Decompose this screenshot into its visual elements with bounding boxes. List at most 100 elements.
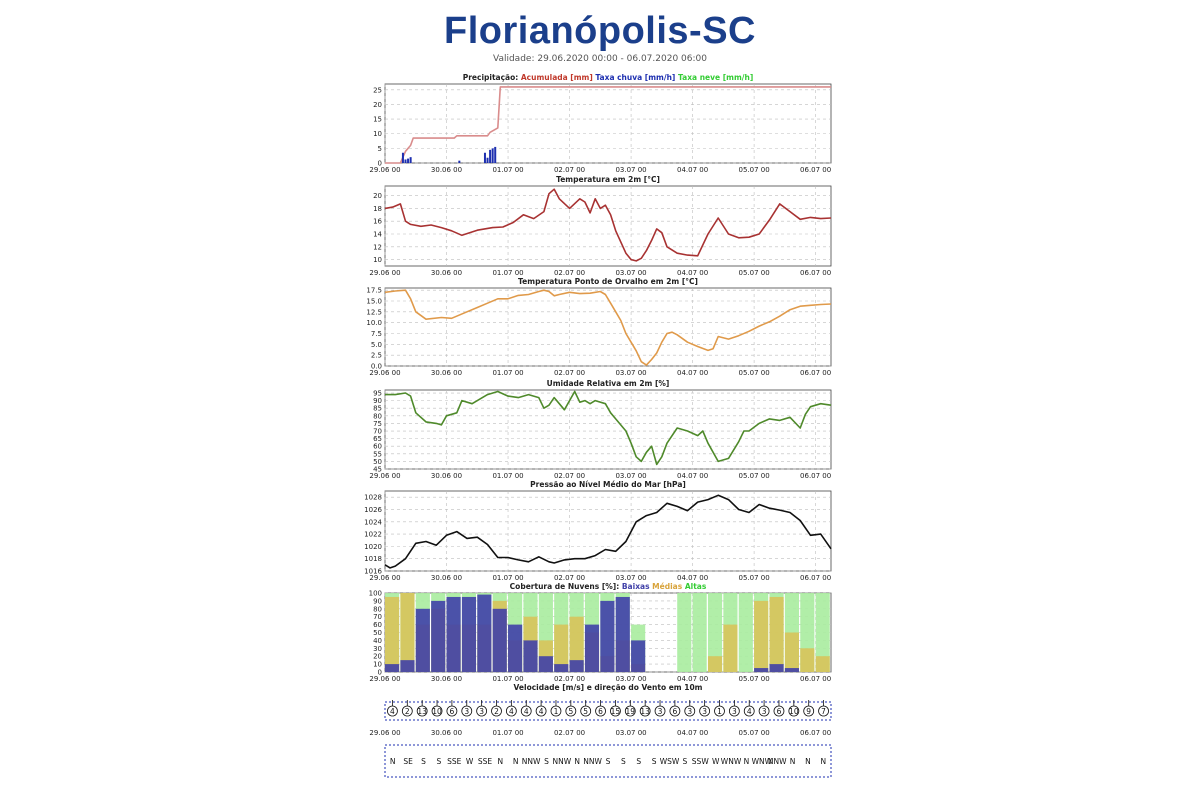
- clouds-xtick-label: 03.07 00: [615, 675, 646, 683]
- cloud-bar-altas: [692, 593, 707, 672]
- pressure-xtick-label: 30.06 00: [431, 574, 462, 582]
- temperature-xtick-label: 30.06 00: [431, 269, 462, 277]
- wind-direction-label: N: [805, 757, 811, 766]
- temperature-xtick-label: 01.07 00: [492, 269, 523, 277]
- clouds-ytick-label: 80: [373, 605, 382, 613]
- wind-speed-circle: [535, 705, 547, 717]
- dewpoint-ytick-label: 5.0: [371, 341, 382, 349]
- cloud-bar-altas: [677, 593, 692, 672]
- clouds-ytick-label: 70: [373, 613, 382, 621]
- cloud-bar-baixas: [385, 664, 400, 672]
- wind-speed-circle: [431, 705, 443, 717]
- wind-speed-label: 13: [417, 707, 427, 716]
- dewpoint-xtick-label: 04.07 00: [677, 369, 708, 377]
- wind-xtick-label: 01.07 00: [492, 729, 523, 737]
- wind-speed-label: 3: [702, 707, 707, 716]
- rain-rate-bar: [407, 158, 410, 163]
- precip-xtick-label: 02.07 00: [554, 166, 585, 174]
- wind-direction-label: S: [683, 757, 688, 766]
- wind-direction-box: [384, 744, 832, 778]
- temperature-plot-area: [384, 185, 832, 267]
- wind-speed-label: 4: [509, 707, 514, 716]
- wind-speed-label: 3: [687, 707, 692, 716]
- clouds-xtick-label: 05.07 00: [739, 675, 770, 683]
- pressure-xtick-label: 01.07 00: [492, 574, 523, 582]
- pressure-ytick-label: 1020: [364, 543, 382, 551]
- humidity-ytick-label: 95: [373, 390, 382, 398]
- humidity-ytick-label: 75: [373, 420, 382, 428]
- wind-xtick-label: 06.07 00: [800, 729, 831, 737]
- cloud-bar-baixas: [431, 600, 446, 672]
- precip-xtick-label: 29.06 00: [369, 166, 400, 174]
- wind-speed-circle: [684, 705, 696, 717]
- humidity-xtick-label: 06.07 00: [800, 472, 831, 480]
- rain-rate-bar: [489, 149, 492, 163]
- temperature-xtick-label: 04.07 00: [677, 269, 708, 277]
- wind-speed-circle: [758, 705, 770, 717]
- cloud-bar-baixas: [446, 596, 461, 672]
- precip-xtick-label: 06.07 00: [800, 166, 831, 174]
- cloud-bar-médias: [815, 656, 830, 672]
- pressure-xtick-label: 06.07 00: [800, 574, 831, 582]
- dewpoint-xtick-label: 06.07 00: [800, 369, 831, 377]
- cloud-bar-baixas: [600, 600, 615, 672]
- wind-speed-label: 10: [432, 707, 442, 716]
- pressure-xtick-label: 29.06 00: [369, 574, 400, 582]
- wind-speed-label: 3: [479, 707, 484, 716]
- cloud-bar-altas: [738, 593, 753, 672]
- wind-xtick-label: 04.07 00: [677, 729, 708, 737]
- dewpoint-ytick-label: 12.5: [366, 308, 382, 316]
- cloud-bar-baixas: [461, 596, 477, 672]
- wind-speed-circle: [714, 705, 725, 717]
- clouds-ytick-label: 60: [373, 621, 382, 629]
- cloud-bar-médias: [400, 593, 415, 672]
- wind-direction-label: N: [498, 757, 504, 766]
- page-title: Florianópolis-SC: [444, 10, 756, 52]
- dewpoint-ytick-label: 0.0: [371, 363, 382, 371]
- dewpoint-ytick-label: 17.5: [366, 287, 382, 295]
- clouds-xtick-label: 04.07 00: [677, 675, 708, 683]
- pressure-xtick-label: 04.07 00: [677, 574, 708, 582]
- wind-direction-label: NNW: [583, 757, 602, 766]
- wind-speed-circle: [550, 705, 562, 717]
- meteogram: Precipitação: Acumulada [mm] Taxa chuva …: [364, 73, 832, 778]
- clouds-title-part-3: Altas: [685, 582, 707, 591]
- humidity-ytick-label: 65: [373, 435, 382, 443]
- wind-speed-label: 3: [464, 707, 469, 716]
- humidity-ytick-label: 45: [373, 466, 382, 474]
- dewpoint-title: Temperatura Ponto de Orvalho em 2m [°C]: [518, 277, 698, 286]
- temperature-ytick-label: 14: [373, 231, 382, 239]
- wind-direction-label: SSW: [692, 757, 710, 766]
- humidity-ytick-label: 90: [373, 397, 382, 405]
- cloud-bar-baixas: [538, 656, 553, 672]
- dewpoint-ytick-label: 7.5: [371, 330, 382, 338]
- clouds-title-part-0: Cobertura de Nuvens [%]:: [510, 582, 622, 591]
- wind-speed-circle: [788, 705, 800, 717]
- temperature-ytick-label: 20: [373, 192, 382, 200]
- cloud-bar-médias: [707, 656, 723, 672]
- rain-rate-bar: [404, 159, 407, 163]
- cloud-bar-baixas: [754, 668, 769, 672]
- precip-title-part-3: Taxa neve [mm/h]: [678, 73, 753, 82]
- cloud-bar-médias: [385, 596, 400, 672]
- cloud-bar-baixas: [415, 608, 430, 672]
- wind-direction-label: S: [544, 757, 549, 766]
- wind-speed-circle: [401, 705, 413, 717]
- humidity-series-line: [385, 390, 832, 466]
- cloud-bar-baixas: [769, 664, 784, 672]
- dewpoint-xtick-label: 05.07 00: [739, 369, 770, 377]
- wind-direction-label: S: [436, 757, 441, 766]
- dewpoint-xtick-label: 01.07 00: [492, 369, 523, 377]
- cloud-bar-baixas: [492, 608, 507, 672]
- cloud-bar-baixas: [477, 594, 492, 672]
- wind-direction-label: S: [636, 757, 641, 766]
- wind-speed-label: 2: [405, 707, 410, 716]
- wind-speed-label: 6: [777, 707, 782, 716]
- temperature-title: Temperatura em 2m [°C]: [556, 175, 660, 184]
- wind-speed-label: 15: [611, 707, 621, 716]
- humidity-ytick-label: 55: [373, 450, 382, 458]
- wind-direction-label: SSE: [447, 757, 462, 766]
- wind-xtick-label: 30.06 00: [431, 729, 462, 737]
- pressure-ytick-label: 1024: [364, 518, 382, 526]
- clouds-ytick-label: 40: [373, 637, 382, 645]
